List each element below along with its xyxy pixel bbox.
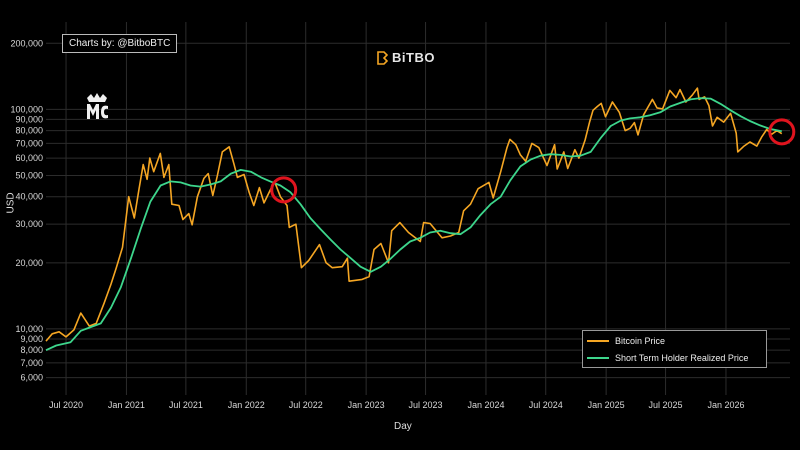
credit-box: Charts by: @BitboBTC — [62, 34, 178, 53]
y-tick-label: 70,000 — [15, 138, 43, 148]
y-tick-label: 7,000 — [20, 358, 43, 368]
y-tick-label: 30,000 — [15, 219, 43, 229]
chart-legend: Bitcoin Price Short Term Holder Realized… — [582, 330, 767, 368]
legend-label-btc: Bitcoin Price — [615, 336, 666, 346]
x-gridlines — [65, 22, 727, 395]
x-tick-label: Jan 2022 — [228, 400, 265, 410]
legend-item-sth: Short Term Holder Realized Price — [583, 351, 766, 365]
credit-text: Charts by: @BitboBTC — [69, 38, 171, 49]
y-tick-label: 10,000 — [15, 324, 43, 334]
legend-label-sth: Short Term Holder Realized Price — [615, 353, 749, 363]
y-tick-label: 8,000 — [20, 345, 43, 355]
bitbo-logo-icon — [377, 50, 388, 65]
sth-realized-price-line — [45, 97, 782, 352]
x-tick-label: Jan 2024 — [467, 400, 504, 410]
bitcoin-price-line — [45, 87, 783, 342]
x-tick-label: Jan 2021 — [108, 400, 145, 410]
legend-swatch-sth — [587, 357, 609, 359]
y-tick-label: 40,000 — [15, 192, 43, 202]
y-tick-label: 9,000 — [20, 334, 43, 344]
highlight-circle — [768, 118, 796, 146]
legend-swatch-btc — [587, 340, 609, 342]
y-tick-label: 60,000 — [15, 153, 43, 163]
x-tick-label: Jul 2024 — [529, 400, 563, 410]
y-tick-label: 200,000 — [10, 38, 43, 48]
y-tick-label: 6,000 — [20, 373, 43, 383]
annotation-layer — [270, 118, 796, 204]
highlight-circle — [270, 176, 298, 204]
x-tick-labels: Jul 2020 Jan 2021 Jul 2021 Jan 2022 Jul 2022… — [49, 400, 744, 410]
x-axis-title: Day — [394, 421, 412, 432]
y-axis-title: USD — [5, 192, 17, 214]
x-tick-label: Jul 2020 — [49, 400, 83, 410]
bitbo-brand: BiTBO — [376, 50, 435, 65]
x-tick-label: Jul 2025 — [649, 400, 683, 410]
y-tick-label: 20,000 — [15, 258, 43, 268]
legend-item-btc: Bitcoin Price — [583, 334, 766, 348]
y-tick-label: 50,000 — [15, 170, 43, 180]
x-tick-label: Jan 2023 — [348, 400, 385, 410]
brand-text: BiTBO — [392, 50, 435, 65]
y-tick-label: 100,000 — [10, 104, 43, 114]
y-tick-label: 90,000 — [15, 114, 43, 124]
series-layer — [45, 87, 783, 352]
x-tick-label: Jul 2022 — [289, 400, 323, 410]
x-tick-label: Jan 2026 — [707, 400, 744, 410]
x-tick-label: Jul 2021 — [169, 400, 203, 410]
y-tick-label: 80,000 — [15, 126, 43, 136]
mc-crown-logo-icon — [87, 93, 108, 119]
x-tick-label: Jan 2025 — [588, 400, 625, 410]
x-tick-label: Jul 2023 — [409, 400, 443, 410]
